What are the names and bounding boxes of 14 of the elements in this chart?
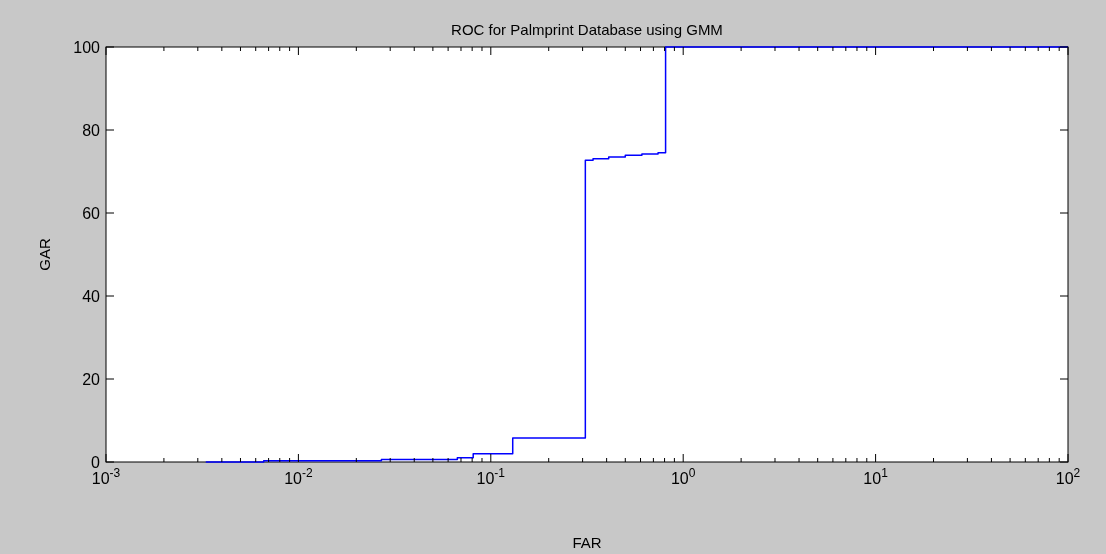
y-tick-label: 0: [91, 453, 101, 471]
x-tick-label: 10$^{-1}$: [476, 466, 506, 487]
y-tick-label: 100: [73, 38, 101, 56]
x-tick-label: 10$^{0}$: [670, 466, 696, 487]
y-tick-label: 80: [82, 121, 101, 139]
y-tick-label: 60: [82, 204, 101, 222]
x-tick-label: 10$^{1}$: [863, 466, 889, 487]
x-axis-title: FAR: [572, 534, 602, 551]
y-tick-label: 40: [82, 287, 101, 305]
x-tick-label: 10$^{-2}$: [284, 466, 313, 487]
y-tick-label: 20: [82, 370, 101, 388]
y-axis-title: GAR: [36, 238, 53, 271]
x-tick-label: 10$^{2}$: [1055, 466, 1081, 487]
chart-title: ROC for Palmprint Database using GMM: [451, 21, 723, 38]
